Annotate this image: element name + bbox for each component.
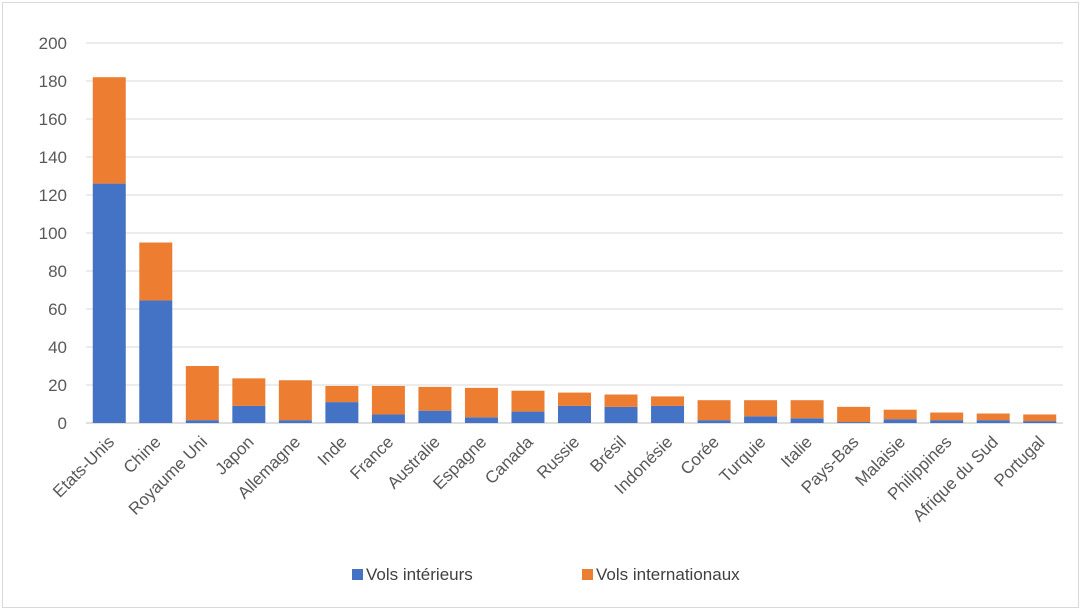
- bar-segment-domestic: [604, 406, 638, 423]
- y-tick-label: 120: [39, 186, 67, 205]
- bar-segment-domestic: [930, 420, 964, 423]
- bar-segment-international: [558, 392, 591, 406]
- legend: Vols intérieurs Vols internationaux: [352, 565, 740, 584]
- legend-swatch-domestic: [352, 569, 363, 580]
- y-tick-label: 20: [48, 376, 67, 395]
- bar-segment-international: [464, 387, 498, 418]
- x-tick-label: Chine: [120, 432, 165, 477]
- bar-segment-domestic: [418, 410, 452, 423]
- y-axis-ticks: 0 20 40 60 80 100 120 140 160 180 200: [39, 34, 67, 433]
- bar-segment-international: [651, 396, 685, 406]
- bar-segment-domestic: [744, 416, 778, 423]
- x-tick-label: Etats-Unis: [49, 432, 118, 501]
- bar-segment-international: [325, 385, 359, 403]
- x-tick-label: Afrique du Sud: [909, 432, 1002, 525]
- bar-segment-international: [232, 378, 266, 406]
- y-tick-label: 180: [39, 72, 67, 91]
- bar-segment-domestic: [651, 405, 685, 423]
- bar-segment-international: [744, 400, 778, 417]
- bar-segment-domestic: [139, 300, 173, 423]
- x-tick-label: Brésil: [586, 432, 629, 475]
- bar-segment-domestic: [325, 402, 359, 423]
- bar-segment-domestic: [1023, 421, 1057, 423]
- y-tick-label: 40: [48, 338, 67, 357]
- bar-segment-international: [418, 386, 452, 411]
- y-tick-label: 0: [58, 414, 67, 433]
- x-tick-label: Turquie: [716, 432, 770, 486]
- bar-segment-domestic: [697, 420, 731, 423]
- bar-segment-domestic: [790, 418, 824, 423]
- legend-label-domestic: Vols intérieurs: [366, 565, 473, 584]
- bar-segment-international: [185, 366, 219, 421]
- bar-segment-domestic: [976, 420, 1010, 423]
- bar-segment-domestic: [371, 414, 405, 423]
- bar-segment-international: [92, 77, 126, 184]
- x-tick-label: Inde: [314, 432, 351, 469]
- y-tick-label: 60: [48, 300, 67, 319]
- x-tick-label: Portugal: [990, 432, 1048, 490]
- bar-segment-domestic: [464, 417, 498, 423]
- bar-segment-domestic: [558, 405, 591, 423]
- y-tick-label: 140: [39, 148, 67, 167]
- x-tick-label: Italie: [777, 432, 816, 471]
- bar-segment-domestic: [92, 183, 126, 423]
- bar-segment-international: [511, 390, 545, 412]
- bar-segment-international: [883, 409, 917, 420]
- bar-segment-domestic: [837, 422, 871, 423]
- bar-segment-international: [930, 412, 964, 421]
- bar-segment-international: [1023, 414, 1057, 422]
- y-tick-label: 100: [39, 224, 67, 243]
- bar-segment-international: [371, 385, 405, 415]
- bar-segment-domestic: [232, 405, 266, 423]
- x-tick-label: Russie: [533, 432, 583, 482]
- gridlines: [86, 42, 1063, 424]
- bar-segment-international: [976, 413, 1010, 421]
- bar-segment-international: [604, 394, 638, 407]
- y-tick-label: 200: [39, 34, 67, 53]
- legend-label-international: Vols internationaux: [596, 565, 740, 584]
- bar-segment-domestic: [185, 420, 219, 423]
- bars: [92, 77, 1057, 423]
- bar-segment-domestic: [883, 419, 917, 423]
- bar-segment-international: [790, 400, 824, 419]
- y-tick-label: 80: [48, 262, 67, 281]
- x-tick-label: Canada: [481, 432, 537, 488]
- bar-segment-domestic: [278, 420, 312, 423]
- bar-segment-international: [837, 406, 871, 423]
- stacked-bar-chart: 0 20 40 60 80 100 120 140 160 180 200 Etats-Unis Ch…: [39, 34, 1063, 584]
- legend-swatch-international: [582, 569, 593, 580]
- bar-segment-international: [278, 380, 312, 421]
- bar-segment-domestic: [511, 411, 545, 423]
- bar-segment-international: [139, 242, 173, 301]
- bar-segment-international: [697, 400, 731, 421]
- y-tick-label: 160: [39, 110, 67, 129]
